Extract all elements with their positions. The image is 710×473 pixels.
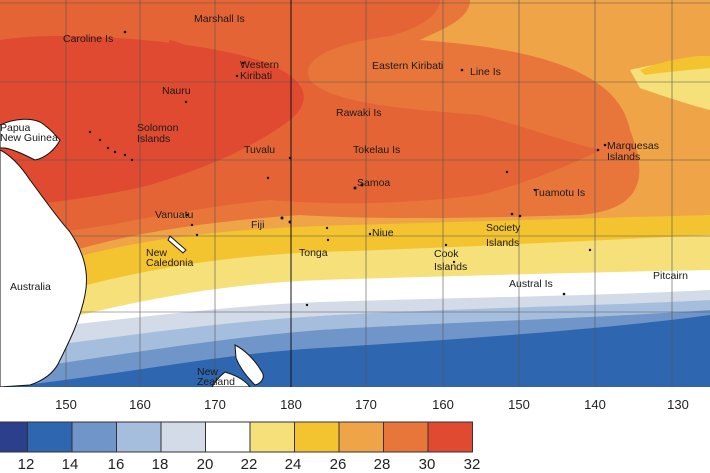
warm-pool-32 [0, 35, 304, 210]
legend-swatch [383, 421, 429, 453]
legend-swatch [27, 421, 73, 453]
label-pitcairn: Pitcairn [653, 270, 689, 282]
lon-label-140w: 140 [584, 397, 606, 412]
legend-tick: 16 [107, 456, 125, 473]
label-australia: Australia [10, 281, 51, 293]
warm-patch-32 [164, 40, 199, 67]
legend-tick: 26 [329, 456, 347, 473]
legend-swatch [338, 421, 384, 453]
label-nauru: Nauru [162, 85, 191, 97]
lon-label-180: 180 [280, 397, 302, 412]
label-solomon-islands: Solomon Islands [137, 122, 179, 145]
label-samoa: Samoa [357, 177, 391, 189]
label-rawaki-is: Rawaki Is [336, 107, 382, 119]
legend-swatch [427, 421, 473, 453]
label-papua-new-guinea: Papua New Guinea [0, 122, 58, 144]
label-new-zealand: New Zealand [197, 366, 235, 388]
lon-label-160e: 160 [129, 397, 151, 412]
lon-label-170e: 170 [204, 397, 226, 412]
legend-tick: 32 [463, 456, 481, 473]
legend-swatch [160, 421, 206, 453]
legend-tick: 18 [151, 456, 169, 473]
legend-tick: 22 [240, 456, 258, 473]
legend-swatch [249, 421, 295, 453]
lon-label-150e: 150 [55, 397, 77, 412]
lon-label-160w: 160 [432, 397, 454, 412]
label-marquesas-islands: Marquesas Islands [607, 140, 659, 163]
lon-label-150w: 150 [508, 397, 530, 412]
label-vanuatu: Vanuatu [155, 209, 194, 221]
legend-tick: 28 [373, 456, 391, 473]
label-cook-islands: Cook Islands [434, 248, 468, 273]
legend-tick: 12 [17, 456, 35, 473]
label-new-caledonia: New Caledonia [146, 247, 194, 269]
lon-label-170w: 170 [355, 397, 377, 412]
nz-south-island [211, 371, 251, 387]
label-tuamotu-is: Tuamotu Is [533, 187, 586, 199]
legend-swatch [116, 421, 162, 453]
label-western-kiribati: Western Kiribati [240, 59, 279, 82]
lon-label-130w: 130 [667, 397, 689, 412]
label-tokelau-is: Tokelau Is [353, 144, 401, 156]
legend-tick: 14 [61, 456, 79, 473]
island-markers [88, 30, 607, 307]
label-fiji: Fiji [251, 219, 265, 231]
png-landmass [0, 118, 61, 161]
legend-colorbar [0, 421, 473, 453]
new-caledonia-island [167, 235, 187, 254]
australia-landmass [0, 149, 88, 387]
label-tonga: Tonga [299, 247, 328, 259]
sst-map [0, 0, 710, 387]
label-line-is: Line Is [470, 66, 501, 78]
legend-tick: 30 [418, 456, 436, 473]
label-caroline-is: Caroline Is [63, 33, 114, 45]
cool-tongue-edge [640, 55, 710, 75]
legend-swatch [71, 421, 117, 453]
label-tuvalu: Tuvalu [244, 144, 276, 156]
label-niue: Niue [372, 227, 394, 239]
graticule [0, 0, 710, 387]
label-society-islands: Society Islands [486, 222, 521, 249]
legend-swatch [205, 421, 251, 453]
legend-swatch [0, 421, 28, 453]
legend-tick: 24 [284, 456, 302, 473]
sst-map-svg [0, 0, 710, 387]
label-marshall-is: Marshall Is [194, 13, 245, 25]
nz-north-island [234, 344, 264, 386]
label-austral-is: Austral Is [509, 278, 553, 290]
label-eastern-kiribati: Eastern Kiribati [372, 60, 444, 72]
legend-tick: 20 [196, 456, 214, 473]
legend-swatch [294, 421, 340, 453]
